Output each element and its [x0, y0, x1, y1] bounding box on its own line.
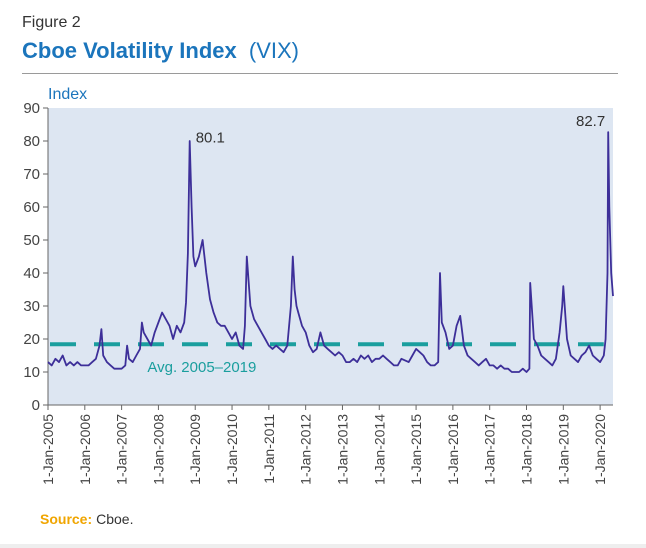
chart-title: Cboe Volatility Index (VIX): [22, 38, 299, 64]
x-tick-label: 1-Jan-2009: [187, 414, 203, 485]
x-tick-label: 1-Jan-2005: [40, 414, 56, 485]
x-tick-label: 1-Jan-2018: [519, 414, 535, 485]
x-tick-label: 1-Jan-2010: [224, 414, 240, 485]
vix-series-line: [47, 131, 614, 373]
x-tick-label: 1-Jan-2015: [408, 414, 424, 485]
chart-title-sub: (VIX): [248, 38, 299, 63]
source-text: Cboe.: [96, 511, 134, 527]
y-tick-label: 30: [23, 298, 40, 315]
x-tick-label: 1-Jan-2006: [77, 414, 93, 485]
source-label: Source:: [40, 511, 93, 527]
y-tick-label: 10: [23, 364, 40, 381]
figure-label: Figure 2: [22, 14, 81, 31]
y-tick-label: 20: [23, 331, 40, 348]
average-line-label: Avg. 2005–2019: [147, 359, 256, 376]
peak-2008-label: 80.1: [196, 130, 225, 147]
axes: Index 0 10 20 30 40 50 60 70 80 90 1-Jan-2005 1-Jan-…: [23, 86, 613, 485]
x-tick-label: 1-Jan-2007: [114, 414, 130, 485]
source-note: Source: Cboe.: [40, 511, 133, 527]
y-axis-title: Index: [48, 86, 87, 103]
y-tick-label: 50: [23, 232, 40, 249]
series-group: [47, 131, 614, 373]
x-tick-label: 1-Jan-2012: [298, 414, 314, 485]
y-tick-label: 90: [23, 100, 40, 117]
x-tick-label: 1-Jan-2014: [371, 414, 387, 485]
y-tick-label: 80: [23, 133, 40, 150]
x-tick-label: 1-Jan-2016: [445, 414, 461, 485]
x-tick-label: 1-Jan-2020: [592, 414, 608, 485]
y-tick-label: 70: [23, 166, 40, 183]
bottom-divider: [0, 544, 646, 548]
x-tick-label: 1-Jan-2008: [150, 414, 166, 485]
chart-title-main: Cboe Volatility Index: [22, 38, 237, 63]
annotations-group: 80.1 82.7: [196, 113, 606, 147]
x-tick-label: 1-Jan-2017: [482, 414, 498, 485]
plot-background: [48, 108, 613, 405]
y-tick-label: 0: [32, 397, 40, 414]
x-tick-label: 1-Jan-2013: [334, 414, 350, 485]
x-tick-label: 1-Jan-2019: [555, 414, 571, 485]
vix-line-chart: Index 0 10 20 30 40 50 60 70 80 90 1-Jan-2005 1-Jan-…: [23, 86, 614, 485]
peak-2020-label: 82.7: [576, 113, 605, 130]
y-tick-label: 60: [23, 199, 40, 216]
y-tick-label: 40: [23, 265, 40, 282]
title-divider: [22, 73, 618, 74]
average-line-group: Avg. 2005–2019: [50, 342, 604, 376]
x-tick-label: 1-Jan-2011: [261, 414, 277, 484]
